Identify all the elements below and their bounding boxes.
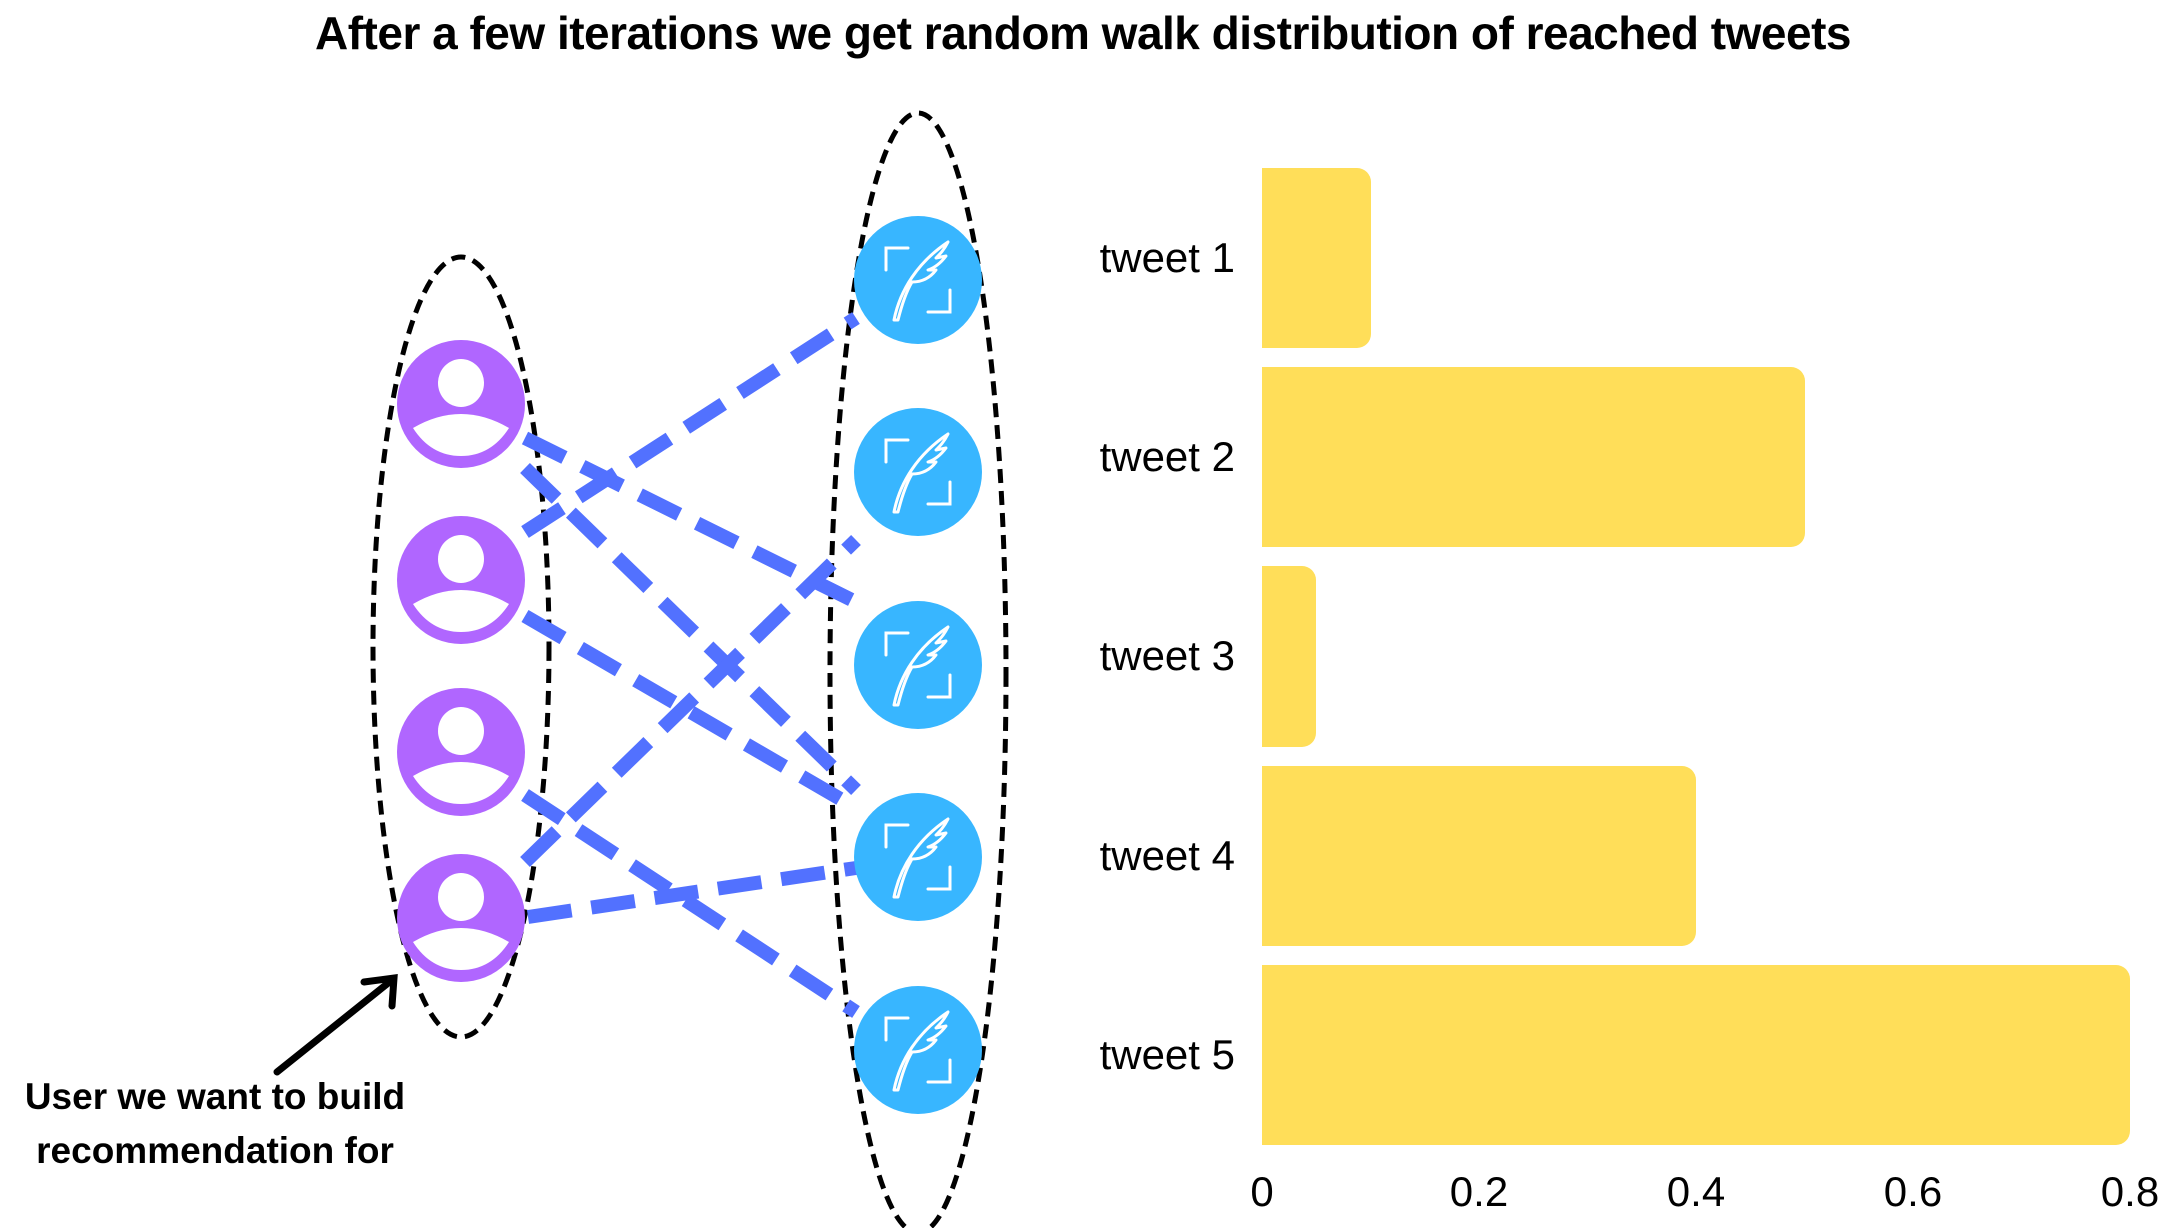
edge-user2-tweet1 bbox=[521, 312, 860, 538]
tweet-node-2 bbox=[852, 406, 984, 538]
x-tick: 0.2 bbox=[1449, 1168, 1509, 1215]
user-icon bbox=[397, 516, 525, 644]
tweet-node-5 bbox=[852, 984, 984, 1116]
bar-label-tweet-2: tweet 2 bbox=[1099, 433, 1235, 480]
bar-label-tweet-4: tweet 4 bbox=[1099, 832, 1235, 879]
edge-user1-tweet4 bbox=[520, 462, 861, 796]
annotation-line-2: recommendation for bbox=[36, 1130, 394, 1171]
user-node-3 bbox=[397, 688, 525, 816]
bar-label-tweet-1: tweet 1 bbox=[1099, 234, 1235, 281]
user-node-2 bbox=[397, 516, 525, 644]
bar-tweet-2 bbox=[1262, 367, 1805, 547]
bar-tweet-5 bbox=[1262, 965, 2130, 1145]
annotation-arrow-icon bbox=[273, 973, 398, 1076]
edges bbox=[520, 312, 861, 1018]
edge-user3-tweet5 bbox=[521, 789, 860, 1018]
tweet-node-1 bbox=[852, 214, 984, 346]
edge-user2-tweet4 bbox=[521, 609, 860, 815]
user-node-1 bbox=[397, 340, 525, 468]
edge-user4-tweet2 bbox=[520, 534, 861, 868]
quill-feather-icon bbox=[852, 984, 984, 1116]
x-tick: 0.4 bbox=[1666, 1168, 1726, 1215]
user-node-4-target bbox=[397, 854, 525, 982]
users-group-outline bbox=[370, 254, 552, 1040]
quill-feather-icon bbox=[852, 406, 984, 538]
bar-label-tweet-5: tweet 5 bbox=[1099, 1031, 1235, 1078]
tweet-node-3 bbox=[852, 599, 984, 731]
target-user-annotation: User we want to build recommendation for bbox=[0, 1070, 430, 1178]
quill-feather-icon bbox=[852, 599, 984, 731]
x-tick: 0 bbox=[1250, 1168, 1274, 1215]
bar-tweet-4 bbox=[1262, 766, 1696, 946]
bar-tweet-3 bbox=[1262, 566, 1317, 747]
annotation-line-1: User we want to build bbox=[24, 1076, 406, 1117]
x-tick: 0.6 bbox=[1883, 1168, 1943, 1215]
quill-feather-icon bbox=[852, 214, 984, 346]
user-icon bbox=[397, 688, 525, 816]
bar-label-tweet-3: tweet 3 bbox=[1099, 632, 1235, 679]
user-icon bbox=[397, 854, 525, 982]
page-title: After a few iterations we get random wal… bbox=[315, 7, 1851, 59]
bar-tweet-1 bbox=[1262, 168, 1371, 348]
edge-user4-tweet4 bbox=[526, 861, 858, 924]
user-icon bbox=[397, 340, 525, 468]
x-tick: 0.8 bbox=[2100, 1168, 2160, 1215]
tweet-node-4 bbox=[852, 791, 984, 923]
quill-feather-icon bbox=[852, 791, 984, 923]
tweets-group-outline bbox=[827, 110, 1009, 1228]
